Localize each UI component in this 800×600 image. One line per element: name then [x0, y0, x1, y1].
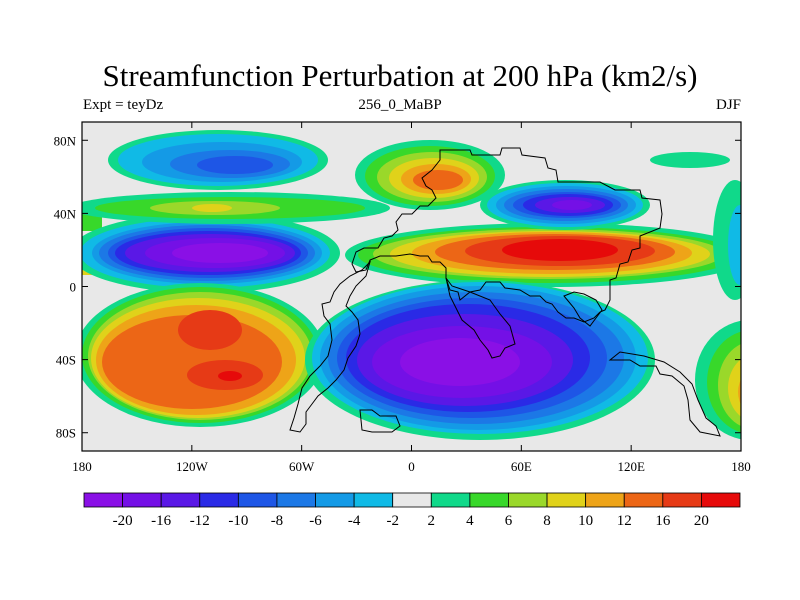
colorbar-box [701, 492, 741, 508]
contour-blob-northwest-low [82, 213, 340, 293]
y-tick-label: 80N [54, 133, 77, 148]
colorbar-label: -4 [348, 513, 361, 529]
colorbar-label: -2 [386, 513, 399, 529]
y-tick-label: 40N [54, 206, 77, 221]
y-tick-label: 80S [56, 426, 76, 441]
x-tick-label: 0 [408, 459, 415, 474]
colorbar-box [276, 492, 316, 508]
colorbar-box [83, 492, 123, 508]
x-tick-label: 180 [731, 459, 751, 474]
colorbar-label: 6 [505, 513, 513, 529]
colorbar-label: 10 [578, 513, 593, 529]
colorbar-box [585, 492, 625, 508]
colorbar-label: -8 [271, 513, 284, 529]
case-label: 256_0_MaBP [358, 97, 442, 113]
contour-blob-southeast-high [695, 320, 741, 440]
coastline-india [563, 291, 603, 327]
colorbar-box [469, 492, 509, 508]
coastline-antarctic-fragment [359, 409, 401, 433]
contour-blob-south-high [82, 283, 325, 427]
colorbar-label: -20 [113, 513, 133, 529]
colorbar-box [315, 492, 355, 508]
colorbar-label: 2 [428, 513, 436, 529]
x-tick-label: 180 [72, 459, 92, 474]
chart-title: Streamfunction Perturbation at 200 hPa (… [102, 58, 698, 93]
x-tick-label: 60W [289, 459, 315, 474]
colorbar-box [122, 492, 162, 508]
colorbar-label: -12 [190, 513, 210, 529]
contour-blob-north-low [108, 130, 328, 190]
colorbar-box [237, 492, 278, 508]
colorbar-box [546, 492, 587, 508]
coastline-americas [289, 260, 372, 433]
contour-blob-north-high [355, 140, 505, 210]
coastlines [289, 147, 721, 437]
x-tick-label: 120W [176, 459, 209, 474]
colorbar-box [353, 492, 394, 508]
contour-blob-south-low [305, 280, 655, 440]
colorbar-label: 4 [466, 513, 474, 529]
contour-blob-north-arc [82, 192, 390, 224]
colorbar-label: 8 [543, 513, 551, 529]
colorbar-label: -16 [151, 513, 171, 529]
coastline-australia [608, 351, 721, 437]
axes: 180 120W 60W 0 60E 120E 180 80N 40N 0 40S 80S [54, 122, 751, 474]
contour-field [82, 122, 741, 451]
experiment-label: Expt = teyDz [83, 97, 164, 113]
x-tick-label: 60E [511, 459, 532, 474]
colorbar-label: -10 [228, 513, 248, 529]
colorbar-label: -6 [309, 513, 322, 529]
y-tick-label: 40S [56, 353, 76, 368]
coastline-africa-eurasia [351, 147, 663, 323]
season-label: DJF [715, 97, 741, 113]
colorbar-label: 12 [617, 513, 632, 529]
colorbar-label: 16 [655, 513, 671, 529]
colorbar-box [199, 492, 239, 508]
contour-blob-asia-high [345, 223, 741, 287]
colorbar-label: 20 [694, 513, 709, 529]
y-tick-label: 0 [70, 280, 77, 295]
contour-blob-asia-low [480, 180, 650, 230]
colorbar-box [508, 492, 548, 508]
colorbar-box [160, 492, 201, 508]
colorbar-box [430, 492, 471, 508]
colorbar-box [662, 492, 702, 508]
colorbar-box [392, 492, 432, 508]
colorbar-box [623, 492, 664, 508]
coastline-south-africa [445, 277, 516, 359]
x-tick-label: 120E [617, 459, 645, 474]
contour-blob-arctic-patches [650, 152, 741, 300]
